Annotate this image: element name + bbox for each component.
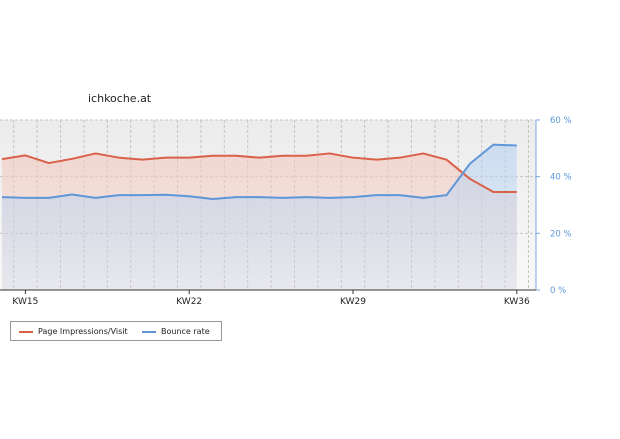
series-line-bounce-rate xyxy=(1,143,517,201)
legend-item-page-impressions: Page Impressions/Visit xyxy=(19,327,128,336)
legend-label-page-impressions: Page Impressions/Visit xyxy=(38,327,128,336)
y-tick-label: 20 % xyxy=(550,229,572,239)
legend-swatch-page-impressions xyxy=(19,330,33,333)
legend-item-bounce-rate: Bounce rate xyxy=(142,327,210,336)
y-tick-label: 40 % xyxy=(550,173,572,183)
x-tick-label: KW15 xyxy=(12,297,38,307)
area-bounce-rate xyxy=(2,144,517,290)
y-tick-label: 0 % xyxy=(550,286,566,296)
legend-label-bounce-rate: Bounce rate xyxy=(161,327,210,336)
x-tick-label: KW22 xyxy=(176,297,202,307)
chart-legend: Page Impressions/Visit Bounce rate xyxy=(10,321,222,341)
x-tick-label: KW29 xyxy=(340,297,366,307)
y-tick-label: 60 % xyxy=(550,116,572,126)
x-tick-label: KW36 xyxy=(504,297,530,307)
chart-title: ichkoche.at xyxy=(88,92,152,105)
series-line-page-impressions xyxy=(1,152,517,193)
legend-swatch-bounce-rate xyxy=(142,330,156,333)
